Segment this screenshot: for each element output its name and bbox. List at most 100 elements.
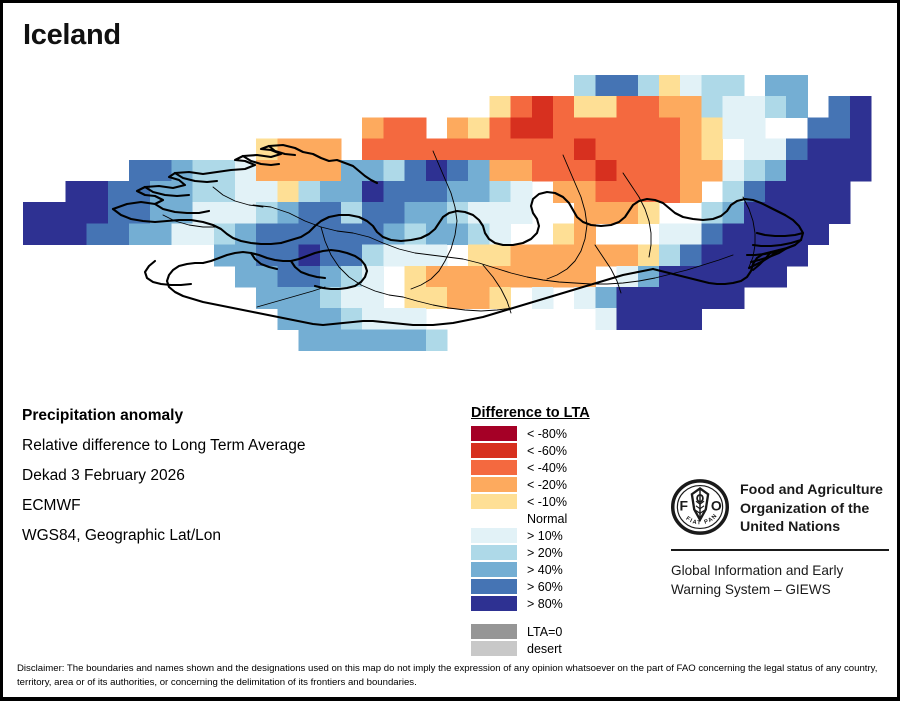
anomaly-cell [510, 244, 533, 267]
anomaly-cell [425, 181, 448, 203]
anomaly-cell [319, 287, 342, 309]
anomaly-cell [722, 75, 745, 97]
anomaly-cell [637, 287, 660, 309]
anomaly-cell [362, 329, 384, 352]
legend-swatch [471, 562, 517, 577]
anomaly-cell [341, 287, 363, 309]
anomaly-cell [404, 117, 427, 140]
legend-label: > 40% [527, 562, 563, 577]
anomaly-cell [298, 329, 321, 352]
anomaly-cell [341, 181, 363, 203]
anomaly-cell [574, 96, 596, 118]
anomaly-cell [404, 329, 427, 352]
anomaly-cell [574, 244, 596, 267]
anomaly-cell [701, 96, 724, 118]
anomaly-cell [595, 117, 618, 140]
anomaly-cell [404, 223, 427, 246]
anomaly-cell [574, 117, 596, 140]
anomaly-cell [213, 181, 236, 203]
anomaly-cell [786, 202, 808, 224]
anomaly-cell [786, 244, 808, 267]
anomaly-cell [362, 159, 384, 182]
anomaly-cell [362, 244, 384, 267]
anomaly-cell [447, 117, 469, 140]
anomaly-cell [298, 308, 321, 330]
legend-item: > 60% [471, 578, 651, 595]
anomaly-cell [531, 159, 554, 182]
legend-extra-list: LTA=0 desert [471, 623, 651, 657]
anomaly-cell [489, 117, 512, 140]
anomaly-cell [65, 223, 88, 246]
anomaly-cell [319, 223, 342, 246]
anomaly-cell [595, 202, 618, 224]
legend-label: LTA=0 [527, 624, 563, 639]
anomaly-cell [828, 96, 851, 118]
anomaly-cell [107, 223, 130, 246]
anomaly-cell [235, 181, 257, 203]
anomaly-cell [425, 159, 448, 182]
anomaly-cell [256, 287, 278, 309]
fao-subtitle: Global Information and Early Warning Sys… [671, 562, 889, 599]
anomaly-cell [553, 181, 575, 203]
anomaly-cell [595, 75, 618, 97]
anomaly-cell [383, 181, 406, 203]
anomaly-cell [659, 159, 681, 182]
anomaly-cell [765, 181, 787, 203]
anomaly-cell [341, 329, 363, 352]
legend-item: desert [471, 640, 651, 657]
anomaly-cell [743, 181, 766, 203]
anomaly-cell [765, 223, 787, 246]
anomaly-cell [616, 287, 639, 309]
legend-item: < -20% [471, 476, 651, 493]
anomaly-cell [362, 308, 384, 330]
anomaly-cell [489, 244, 512, 267]
anomaly-cell [786, 96, 808, 118]
anomaly-cell [489, 202, 512, 224]
legend-swatch [471, 511, 517, 526]
anomaly-cell [362, 117, 384, 140]
anomaly-cell [65, 202, 88, 224]
info-line-dekad: Dekad 3 February 2026 [22, 467, 185, 484]
anomaly-cell [468, 265, 490, 288]
anomaly-cell [235, 202, 257, 224]
map-info-block: Precipitation anomaly Relative differenc… [22, 407, 442, 557]
anomaly-cell [277, 223, 300, 246]
anomaly-cell [701, 223, 724, 246]
legend: Difference to LTA < -80% < -60% < -40% < -2… [471, 405, 651, 657]
anomaly-cell [468, 181, 490, 203]
anomaly-cell [447, 223, 469, 246]
anomaly-cell [595, 244, 618, 267]
anomaly-cell [616, 138, 639, 161]
anomaly-cell [743, 202, 766, 224]
anomaly-cell [531, 265, 554, 288]
legend-swatch [471, 624, 517, 639]
anomaly-cell [722, 159, 745, 182]
anomaly-cell [659, 96, 681, 118]
anomaly-cell [531, 117, 554, 140]
anomaly-cell [404, 244, 427, 267]
legend-item: < -10% [471, 493, 651, 510]
anomaly-cell [510, 96, 533, 118]
anomaly-cell [659, 244, 681, 267]
anomaly-cell [553, 159, 575, 182]
fao-name-line-1: Food and Agriculture [740, 482, 883, 498]
legend-item: LTA=0 [471, 623, 651, 640]
anomaly-cell [595, 308, 618, 330]
anomaly-cell [722, 287, 745, 309]
legend-label: > 10% [527, 528, 563, 543]
anomaly-cell [807, 138, 830, 161]
anomaly-cell [531, 244, 554, 267]
anomaly-cell [192, 159, 215, 182]
anomaly-cell [701, 138, 724, 161]
anomaly-cell [680, 265, 702, 288]
anomaly-cell [659, 287, 681, 309]
anomaly-cell [574, 75, 596, 97]
anomaly-cell [807, 159, 830, 182]
anomaly-cell [807, 117, 830, 140]
anomaly-cell [680, 159, 702, 182]
anomaly-cell [849, 117, 872, 140]
anomaly-cell [468, 202, 490, 224]
anomaly-cell [107, 181, 130, 203]
anomaly-cell [425, 202, 448, 224]
map-canvas [23, 75, 872, 352]
